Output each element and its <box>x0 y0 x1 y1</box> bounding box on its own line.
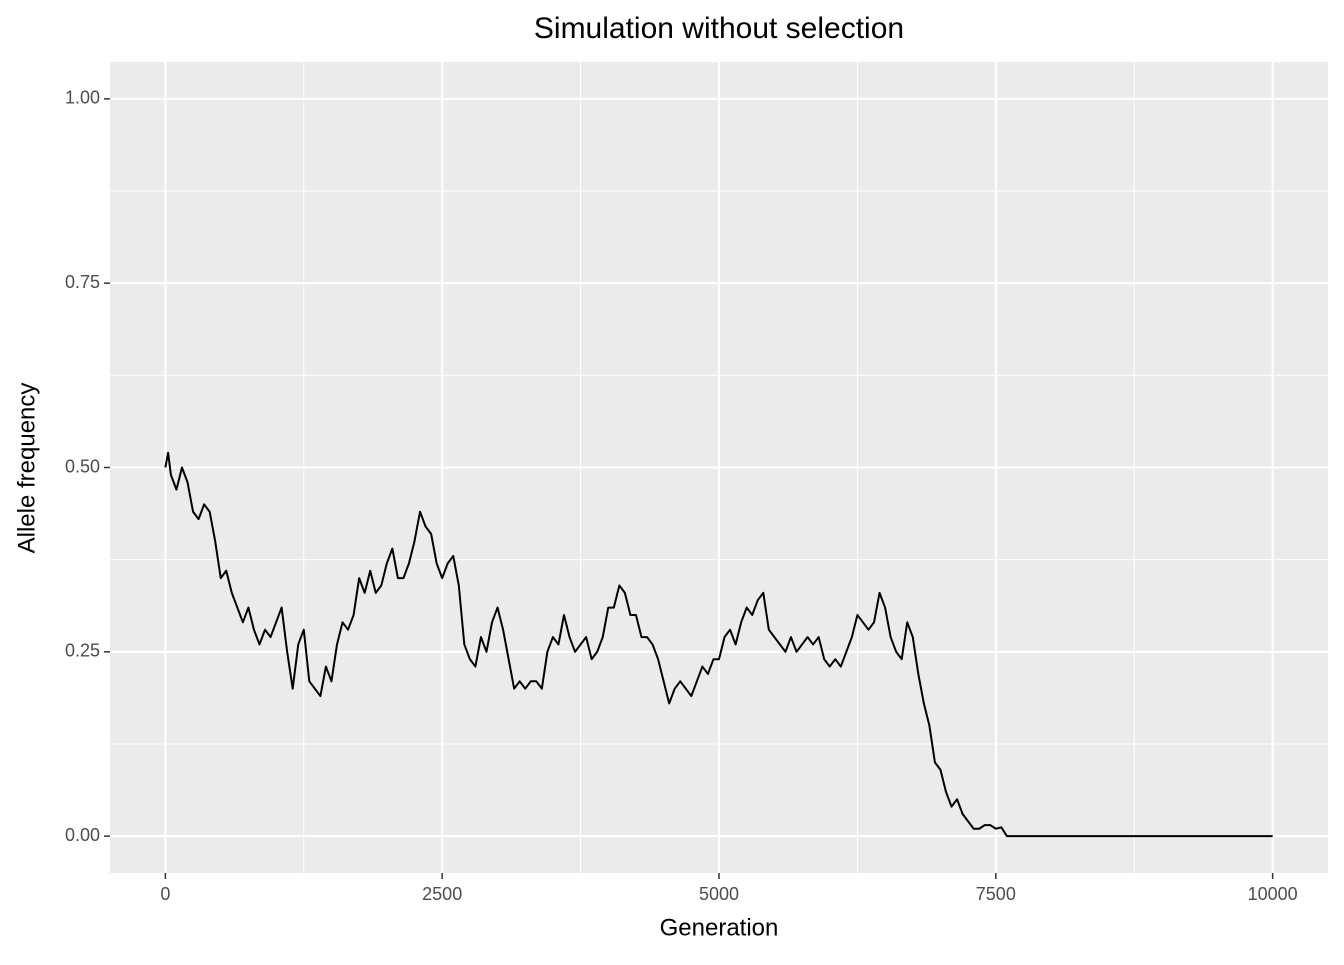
x-tick-label: 5000 <box>699 884 739 904</box>
y-tick-label: 0.75 <box>65 272 100 292</box>
y-tick-label: 0.25 <box>65 641 100 661</box>
x-tick-label: 10000 <box>1248 884 1298 904</box>
x-tick-label: 0 <box>160 884 170 904</box>
y-axis-title: Allele frequency <box>13 383 40 554</box>
data-line <box>164 451 1273 838</box>
x-tick-label: 2500 <box>422 884 462 904</box>
x-tick-label: 7500 <box>976 884 1016 904</box>
y-tick-label: 1.00 <box>65 88 100 108</box>
chart-title: Simulation without selection <box>534 12 904 45</box>
x-axis-title: Generation <box>660 914 779 941</box>
y-tick-label: 0.00 <box>65 825 100 845</box>
y-tick-label: 0.50 <box>65 456 100 476</box>
